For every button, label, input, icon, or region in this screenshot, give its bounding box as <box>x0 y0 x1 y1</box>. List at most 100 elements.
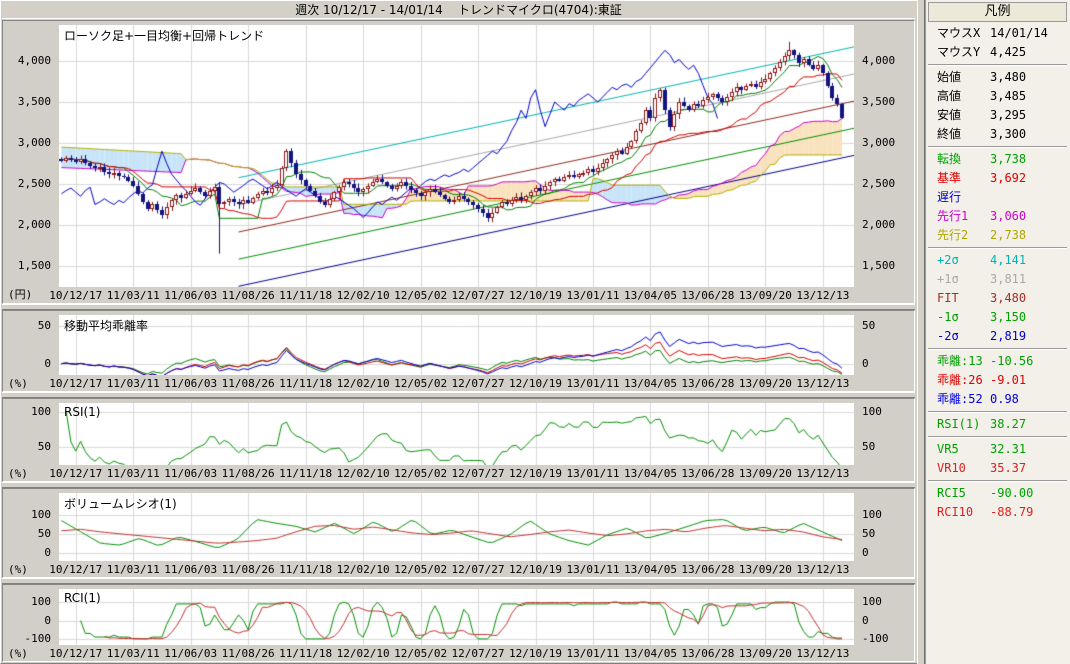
rsi-date-axis: 10/12/17 11/03/11 11/06/03 11/08/26 11/11/18… <box>49 466 854 481</box>
rci-unit-label: (%) <box>8 647 28 660</box>
x-axis-label: 13/09/20 <box>738 289 792 302</box>
x-axis-label: 13/06/28 <box>681 563 735 576</box>
x-axis-label: 10/12/17 <box>49 647 103 660</box>
x-axis-label: 11/08/26 <box>221 563 275 576</box>
x-axis-label: 11/06/03 <box>164 563 218 576</box>
rci-plot-area[interactable]: RCI(1) <box>59 589 854 645</box>
legend-row-value: 2,738 <box>990 228 1027 242</box>
legend-row: マウスY 4,425 <box>928 43 1067 62</box>
x-axis-label: 12/05/02 <box>394 563 448 576</box>
x-axis-label: 13/06/28 <box>681 377 735 390</box>
panel-rci: RCI(1) 100 0 -100 100 0 -100 (%) 10/12/17 11/… <box>2 584 915 662</box>
legend-row-label: RCI5 <box>937 486 966 500</box>
y-axis-label: 2,000 <box>17 217 51 231</box>
deviation-right-axis: 50 0 <box>854 311 914 375</box>
volume-ratio-plot-area[interactable]: ボリュームレシオ(1) <box>59 493 854 561</box>
legend-row-label: RCI10 <box>937 505 974 519</box>
x-axis-label: 12/10/19 <box>509 647 563 660</box>
legend-row-value: 4,425 <box>990 45 1027 59</box>
rci-chart-canvas[interactable] <box>59 589 854 645</box>
volume-ratio-date-axis: 10/12/17 11/03/11 11/06/03 11/08/26 11/11/18… <box>49 562 854 577</box>
legend-row-label: -1σ <box>937 310 959 324</box>
legend-row-label: 終値 <box>937 127 962 141</box>
chart-period-title: 週次 10/12/17 - 14/01/14 トレンドマイクロ(4704):東証 <box>2 2 915 19</box>
legend-row: マウスX 14/01/14 <box>928 24 1067 43</box>
x-axis-label: 12/05/02 <box>394 377 448 390</box>
legend-row: RSI(1) 38.27 <box>928 415 1067 434</box>
y-axis-label: 100 <box>31 404 51 418</box>
legend-row-value: 3,485 <box>990 89 1027 103</box>
legend-row-value: 3,480 <box>990 70 1027 84</box>
x-axis-label: 13/06/28 <box>681 289 735 302</box>
rsi-left-axis: 100 50 <box>3 399 59 465</box>
legend-row: 転換 3,738 <box>928 150 1067 169</box>
legend-splitter-handle[interactable] <box>917 0 925 664</box>
legend-row: FIT 3,480 <box>928 289 1067 308</box>
legend-row-label: マウスX <box>937 26 981 40</box>
x-axis-label: 11/03/11 <box>106 377 160 390</box>
y-axis-label: 2,000 <box>862 217 896 231</box>
legend-row-label: 乖離:13 <box>937 354 983 368</box>
x-axis-label: 10/12/17 <box>49 289 103 302</box>
rsi-chart-canvas[interactable] <box>59 403 854 465</box>
legend-group-separator <box>928 411 1067 413</box>
y-axis-label: 50 <box>862 526 876 540</box>
panel-separator <box>2 578 915 584</box>
y-axis-label: 4,000 <box>17 54 51 68</box>
x-axis-label: 12/05/02 <box>394 467 448 480</box>
legend-group-separator <box>928 348 1067 350</box>
legend-header: 凡例 <box>928 2 1067 22</box>
main-chart-canvas[interactable] <box>59 25 854 287</box>
panel-separator <box>2 304 915 310</box>
y-axis-label: 0 <box>44 545 51 559</box>
x-axis-label: 13/01/11 <box>566 377 620 390</box>
legend-row: 高値 3,485 <box>928 87 1067 106</box>
legend-row: 終値 3,300 <box>928 125 1067 144</box>
rci-chart-label: RCI(1) <box>64 591 101 605</box>
x-axis-label: 11/11/18 <box>279 289 333 302</box>
y-axis-label: 50 <box>37 526 51 540</box>
legend-row: VR10 35.37 <box>928 459 1067 478</box>
x-axis-label: 13/09/20 <box>738 563 792 576</box>
volume-ratio-chart-label: ボリュームレシオ(1) <box>64 497 177 511</box>
legend-row-value: 3,150 <box>990 310 1027 324</box>
x-axis-label: 13/01/11 <box>566 563 620 576</box>
x-axis-label: 13/06/28 <box>681 647 735 660</box>
panel-rsi: RSI(1) 100 50 100 50 (%) 10/12/17 11/03/11 1… <box>2 398 915 482</box>
legend-row-value: -88.79 <box>990 505 1034 519</box>
x-axis-label: 13/12/13 <box>796 467 850 480</box>
volume-ratio-chart-canvas[interactable] <box>59 493 854 561</box>
x-axis-label: 13/01/11 <box>566 647 620 660</box>
legend-row-value: 3,811 <box>990 272 1027 286</box>
rsi-plot-area[interactable]: RSI(1) <box>59 403 854 465</box>
main-plot-area[interactable]: ローソク足+一目均衡+回帰トレンド <box>59 25 854 287</box>
x-axis-label: 12/07/27 <box>451 377 505 390</box>
y-axis-label: 4,000 <box>862 54 896 68</box>
legend-group-separator <box>928 146 1067 148</box>
y-axis-label: -100 <box>24 631 52 645</box>
x-axis-label: 11/03/11 <box>106 467 160 480</box>
x-axis-label: 11/11/18 <box>279 563 333 576</box>
x-axis-label: 12/02/10 <box>336 289 390 302</box>
legend-row: +1σ 3,811 <box>928 270 1067 289</box>
deviation-chart-canvas[interactable] <box>59 315 854 375</box>
y-axis-label: 100 <box>31 507 51 521</box>
rsi-right-axis: 100 50 <box>854 399 914 465</box>
x-axis-label: 13/04/05 <box>623 467 677 480</box>
x-axis-label: 13/12/13 <box>796 563 850 576</box>
x-axis-label: 13/09/20 <box>738 467 792 480</box>
x-axis-label: 12/07/27 <box>451 647 505 660</box>
x-axis-label: 11/08/26 <box>221 377 275 390</box>
x-axis-label: 12/05/02 <box>394 647 448 660</box>
x-axis-label: 12/02/10 <box>336 377 390 390</box>
x-axis-label: 13/06/28 <box>681 467 735 480</box>
deviation-plot-area[interactable]: 移動平均乖離率 <box>59 315 854 375</box>
panel-ma-deviation: 移動平均乖離率 50 0 50 0 (%) 10/12/17 11/03/11 11/0… <box>2 310 915 392</box>
panel-volume-ratio: ボリュームレシオ(1) 100 50 0 100 50 0 (%) 10/12/17 11… <box>2 488 915 578</box>
y-axis-label: 2,500 <box>17 176 51 190</box>
panel-separator <box>2 482 915 488</box>
legend-row: 先行2 2,738 <box>928 226 1067 245</box>
y-axis-label: 3,000 <box>17 136 51 149</box>
deviation-left-axis: 50 0 <box>3 311 59 375</box>
panel-main-chart: ローソク足+一目均衡+回帰トレンド 4,000 3,500 3,000 2,500 2,… <box>2 20 915 304</box>
